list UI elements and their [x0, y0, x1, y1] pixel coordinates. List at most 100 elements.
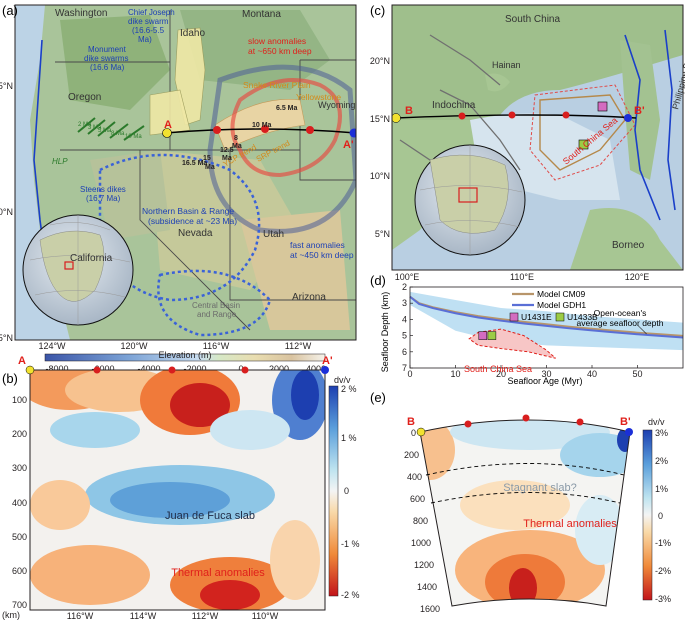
lon-tick: 112°W — [285, 341, 312, 351]
hlp-trend-lines — [77, 117, 145, 141]
lon-ticks-b: 116°W 114°W 112°W 110°W — [67, 611, 279, 620]
place-wyoming: Wyoming — [318, 100, 355, 110]
depth-tick: 600 — [410, 494, 425, 504]
legend-u1431e-swatch — [509, 312, 519, 322]
place-idaho: Idaho — [180, 28, 205, 39]
seafloor-depth-chart: 0 10 20 30 40 50 2 3 4 5 6 7 — [402, 282, 684, 379]
anomaly-blob — [30, 480, 90, 530]
endpoint-b-label: B — [407, 416, 415, 428]
x-tick-label: 50 — [632, 369, 642, 379]
endpoint-a-prime-marker — [349, 128, 356, 138]
scs-basin-outline — [539, 94, 626, 171]
dvv-colorbar-e-ticks: 3% 2% 1% 0 -1% -2% -3% — [655, 428, 671, 604]
depth-unit-label: (km) — [2, 610, 20, 620]
colorbar-tick: 4000 — [306, 364, 326, 374]
colorbar-tick: 2000 — [269, 364, 289, 374]
steens-label: Steens dikes (16.7 Ma) — [80, 185, 126, 203]
fault-line — [429, 34, 501, 86]
label-line: and Range — [197, 310, 237, 319]
endpoint-b-prime-marker — [625, 428, 633, 436]
label-line: Steens dikes — [80, 185, 126, 194]
profile-marker — [464, 420, 472, 428]
chart-d-xlabel: Seafloor Age (Myr) — [507, 376, 582, 386]
endpoint-b-label: B — [405, 105, 413, 117]
profile-marker — [576, 418, 584, 426]
snake-river-plain-label: Snake River Plain — [243, 80, 311, 90]
scs-dashed-outline — [529, 84, 636, 181]
series-line-model-gdh1 — [409, 295, 684, 339]
colorbar-tick: 2% — [655, 456, 668, 466]
panel-c-label: (c) — [370, 3, 385, 18]
fast-anomaly-outline — [207, 64, 356, 234]
lon-tick: 124°W — [38, 341, 66, 351]
colorbar-tick: 0 — [344, 486, 349, 496]
place-south-china: South China — [505, 14, 560, 25]
panel-d: (d) 0 10 20 30 40 50 2 3 4 5 6 7 Seafloor Depth (km… — [370, 273, 684, 386]
profile-markers-b — [25, 365, 329, 375]
panel-b-label: (b) — [2, 371, 18, 386]
panel-e-label: (e) — [370, 390, 386, 405]
colorbar-tick: -2000 — [183, 364, 206, 374]
age-label: 8 Ma — [111, 131, 125, 137]
y-tick-label: 5 — [402, 331, 407, 341]
anomaly-blob — [270, 520, 320, 600]
anomaly-blob — [291, 370, 319, 420]
y-tick-label: 2 — [402, 282, 407, 292]
south-china-land — [392, 5, 683, 180]
globe-inset-c — [414, 144, 526, 256]
thermal-label-b: Thermal anomalies — [171, 567, 265, 579]
tomography-b — [30, 370, 325, 610]
lat-tick: 45°N — [0, 81, 13, 91]
stagnant-slab-label: Stagnant slab? — [503, 482, 576, 494]
depth-tick: 200 — [12, 429, 27, 439]
lon-tick: 114°W — [130, 611, 157, 620]
x-tick-label: 20 — [496, 369, 506, 379]
y-tick-label: 7 — [402, 363, 407, 373]
state-boundary — [229, 150, 356, 301]
place-indochina: Indochina — [432, 100, 476, 111]
profile-markers-a — [162, 125, 356, 138]
profile-line-a — [164, 128, 356, 134]
label-line: (subsidence at ~23 Ma) — [148, 216, 237, 226]
lon-tick: 110°E — [510, 272, 534, 282]
label-line: slow anomalies — [248, 36, 306, 46]
hotspot-age-labels: 16.5 Ma 15 Ma 12.5 Ma 10 Ma 8 Ma 6.5 Ma — [182, 105, 298, 171]
depth-tick: 400 — [407, 472, 422, 482]
place-montana: Montana — [242, 9, 281, 20]
chief-joseph-label: Chief Joseph dike swarm (16.6-5.5 Ma) — [128, 8, 175, 44]
label-line: at ~650 km deep — [248, 46, 312, 56]
colorbar-tick: -1 % — [341, 539, 360, 549]
age-label: 10 Ma — [252, 122, 272, 129]
lon-tick: 120°W — [120, 341, 148, 351]
lat-tick: 20°N — [370, 56, 390, 66]
depth-tick: 1600 — [420, 604, 440, 614]
lat-tick: 40°N — [0, 207, 13, 217]
lon-tick: 116°W — [67, 611, 94, 620]
philippines-land — [620, 40, 660, 180]
manila-trench — [624, 34, 661, 221]
dvv-colorbar-b-ticks: 2 % 1 % 0 -1 % -2 % — [341, 384, 360, 600]
northern-basin-outline — [98, 153, 261, 302]
anomaly-blob — [50, 412, 140, 448]
label-line: at ~450 km deep — [290, 250, 354, 260]
panel-a-label: (a) — [2, 3, 18, 18]
colorbar-tick: 2 % — [341, 384, 357, 394]
x-tick-label: 30 — [541, 369, 551, 379]
discontinuity-660 — [430, 492, 621, 504]
age-label: 6.5 Ma — [276, 105, 298, 112]
lon-tick: 120°E — [625, 272, 650, 282]
lon-tick: 100°E — [395, 272, 420, 282]
label-line: dike swarm — [128, 17, 169, 26]
elevation-colorbar: Elevation (m) -8000 -6000 -4000 -2000 0 … — [44, 350, 326, 374]
panel-c: (c) 20°N 15°N 10°N 5°N 100°E 110°E 120°E… — [370, 3, 685, 282]
endpoint-a-prime-marker — [321, 366, 329, 374]
endpoint-b-marker — [416, 427, 426, 437]
label-line: fast anomalies — [290, 240, 345, 250]
endpoint-a-label: A — [164, 119, 172, 131]
profile-marker — [306, 126, 314, 134]
cross-section-b-frame — [29, 369, 326, 611]
colorbar-tick: 1% — [655, 484, 668, 494]
slow-anomaly-outline — [230, 78, 342, 178]
panel-e: (e) B B' 0 200 400 600 — [370, 390, 671, 614]
